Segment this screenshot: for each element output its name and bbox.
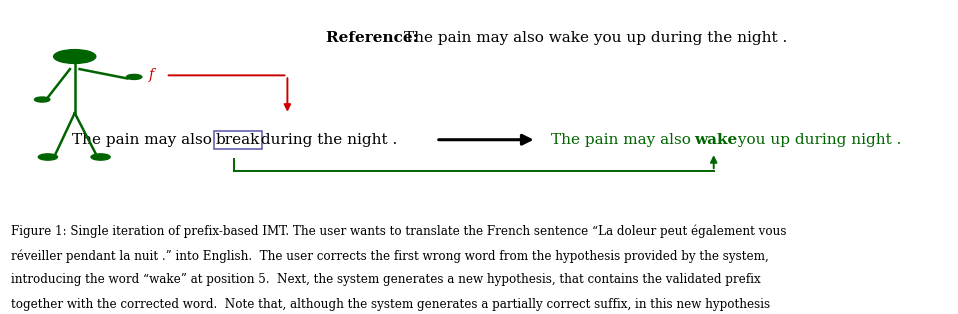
Text: break: break bbox=[216, 133, 260, 147]
Text: you up during night .: you up during night . bbox=[733, 133, 901, 147]
Text: Reference:: Reference: bbox=[326, 31, 423, 45]
Text: introducing the word “wake” at position 5.  Next, the system generates a new hyp: introducing the word “wake” at position … bbox=[11, 273, 762, 286]
Text: during the night .: during the night . bbox=[256, 133, 397, 147]
Text: The pain may also: The pain may also bbox=[72, 133, 217, 147]
Circle shape bbox=[54, 50, 96, 63]
Text: réveiller pendant la nuit .” into English.  The user corrects the first wrong wo: réveiller pendant la nuit .” into Englis… bbox=[11, 249, 769, 263]
Text: Figure 1: Single iteration of prefix-based IMT. The user wants to translate the : Figure 1: Single iteration of prefix-bas… bbox=[11, 225, 787, 238]
Circle shape bbox=[38, 154, 57, 160]
Text: f: f bbox=[148, 68, 153, 82]
Text: wake: wake bbox=[695, 133, 738, 147]
Circle shape bbox=[91, 154, 110, 160]
Circle shape bbox=[34, 97, 50, 102]
Circle shape bbox=[126, 74, 142, 79]
Text: The pain may also wake you up during the night .: The pain may also wake you up during the… bbox=[404, 31, 787, 45]
Text: The pain may also: The pain may also bbox=[551, 133, 696, 147]
Text: together with the corrected word.  Note that, although the system generates a pa: together with the corrected word. Note t… bbox=[11, 298, 770, 311]
